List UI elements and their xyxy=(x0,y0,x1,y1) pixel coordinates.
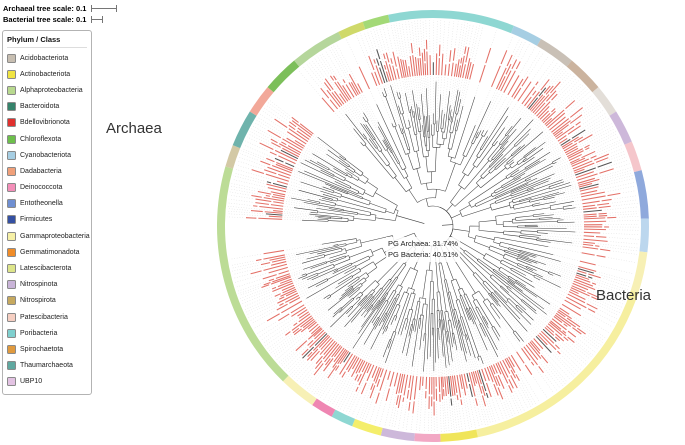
legend-swatch xyxy=(7,361,16,371)
legend-item-label: Gammaproteobacteria xyxy=(20,232,90,240)
legend-swatch xyxy=(7,344,16,354)
legend-item-label: Dadabacteria xyxy=(20,167,62,175)
legend-swatch xyxy=(7,53,16,63)
legend-swatch xyxy=(7,183,16,193)
bacterial-scale-row: Bacterial tree scale: 0.1 xyxy=(3,14,117,25)
legend-item-label: Actinobacteriota xyxy=(20,70,71,78)
archaeal-scale-label: Archaeal tree scale: 0.1 xyxy=(3,4,87,13)
legend-item: Actinobacteriota xyxy=(7,66,87,82)
archaeal-scale-bar xyxy=(91,5,118,12)
archaeal-scale-row: Archaeal tree scale: 0.1 xyxy=(3,3,118,14)
center-annotations: PG Archaea: 31.74% PG Bacteria: 40.51% xyxy=(386,237,461,262)
legend-item-label: Latescibacterota xyxy=(20,265,72,273)
legend-item: Patescibacteria xyxy=(7,309,87,325)
legend-item: Alphaproteobacteria xyxy=(7,82,87,98)
legend-item: Chloroflexota xyxy=(7,131,87,147)
legend-item: Bdellovibrionota xyxy=(7,115,87,131)
archaea-domain-label: Archaea xyxy=(106,120,162,137)
legend-title: Phylum / Class xyxy=(7,34,87,48)
legend-item: Gemmatimonadota xyxy=(7,244,87,260)
legend-item-label: Cyanobacteriota xyxy=(20,151,71,159)
legend-item: UBP10 xyxy=(7,374,87,390)
legend-swatch xyxy=(7,215,16,225)
legend-item: Deinococcota xyxy=(7,180,87,196)
legend-item: Dadabacteria xyxy=(7,163,87,179)
pg-archaea-text: PG Archaea: 31.74% xyxy=(388,239,459,248)
legend-item-label: UBP10 xyxy=(20,378,43,386)
legend-item: Bacteroidota xyxy=(7,99,87,115)
legend-swatch xyxy=(7,166,16,176)
legend-swatch xyxy=(7,85,16,95)
guide-lines xyxy=(227,19,639,432)
legend-swatch xyxy=(7,328,16,338)
legend-item: Nitrospirota xyxy=(7,293,87,309)
legend-swatch xyxy=(7,134,16,144)
legend-swatch xyxy=(7,102,16,112)
legend-item: Gammaproteobacteria xyxy=(7,228,90,244)
legend-item-label: Nitrospirota xyxy=(20,297,56,305)
legend-swatch xyxy=(7,280,16,290)
legend-swatch xyxy=(7,231,16,241)
bacterial-scale-bar xyxy=(91,16,104,23)
legend-item-label: Deinococcota xyxy=(20,184,63,192)
legend-item-label: Poribacteria xyxy=(20,329,58,337)
legend-item-label: Firmicutes xyxy=(20,216,53,224)
tree-branches xyxy=(291,81,576,372)
legend-swatch xyxy=(7,247,16,257)
legend-item-label: Spirochaetota xyxy=(20,345,64,353)
legend-item-label: Entotheonella xyxy=(20,200,63,208)
legend-item: Latescibacterota xyxy=(7,260,87,276)
pg-bacteria-text: PG Bacteria: 40.51% xyxy=(388,250,459,260)
legend-swatch xyxy=(7,377,16,387)
legend-swatch xyxy=(7,264,16,274)
tip-labels xyxy=(245,39,621,416)
bacterial-scale-label: Bacterial tree scale: 0.1 xyxy=(3,15,87,24)
legend-item: Acidobacteriota xyxy=(7,50,87,66)
legend-item-label: Bdellovibrionota xyxy=(20,119,70,127)
legend-item-label: Acidobacteriota xyxy=(20,54,69,62)
legend-list: Acidobacteriota Actinobacteriota Alphaprot… xyxy=(7,50,90,390)
legend-swatch xyxy=(7,312,16,322)
legend-item: Spirochaetota xyxy=(7,341,87,357)
legend-item-label: Thaumarchaeota xyxy=(20,362,73,370)
legend-item: Thaumarchaeota xyxy=(7,358,87,374)
legend-item-label: Gemmatimonadota xyxy=(20,248,80,256)
tree-scales: Archaeal tree scale: 0.1 Bacterial tree … xyxy=(3,3,118,25)
legend-panel: Phylum / Class Acidobacteriota Actinobact… xyxy=(2,30,92,395)
legend-item: Poribacteria xyxy=(7,325,87,341)
legend-item-label: Nitrospinota xyxy=(20,281,58,289)
taxonomy-ring xyxy=(217,10,649,442)
legend-swatch xyxy=(7,150,16,160)
legend-item-label: Bacteroidota xyxy=(20,103,60,111)
legend-item-label: Chloroflexota xyxy=(20,135,62,143)
legend-item-label: Patescibacteria xyxy=(20,313,68,321)
legend-swatch xyxy=(7,199,16,209)
legend-swatch xyxy=(7,69,16,79)
legend-swatch xyxy=(7,296,16,306)
legend-item-label: Alphaproteobacteria xyxy=(20,86,83,94)
legend-swatch xyxy=(7,118,16,128)
bacteria-domain-label: Bacteria xyxy=(596,287,652,304)
legend-item: Entotheonella xyxy=(7,196,87,212)
legend-item: Nitrospinota xyxy=(7,277,87,293)
legend-item: Cyanobacteriota xyxy=(7,147,87,163)
legend-item: Firmicutes xyxy=(7,212,87,228)
